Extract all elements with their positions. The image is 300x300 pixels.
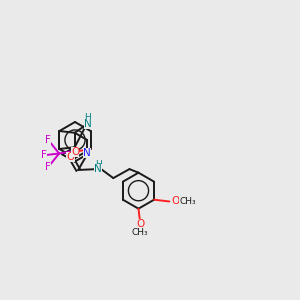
Text: H: H xyxy=(84,113,91,122)
Text: N: N xyxy=(83,148,91,158)
Text: CH₃: CH₃ xyxy=(179,197,196,206)
Text: CH₃: CH₃ xyxy=(132,229,148,238)
Text: O: O xyxy=(171,196,179,206)
Text: O: O xyxy=(66,152,75,162)
Text: F: F xyxy=(45,135,51,145)
Text: H: H xyxy=(95,160,101,169)
Text: N: N xyxy=(83,119,91,129)
Text: N: N xyxy=(94,164,102,174)
Text: F: F xyxy=(41,150,47,160)
Text: F: F xyxy=(45,162,51,172)
Text: O: O xyxy=(136,219,144,229)
Text: O: O xyxy=(71,147,80,157)
